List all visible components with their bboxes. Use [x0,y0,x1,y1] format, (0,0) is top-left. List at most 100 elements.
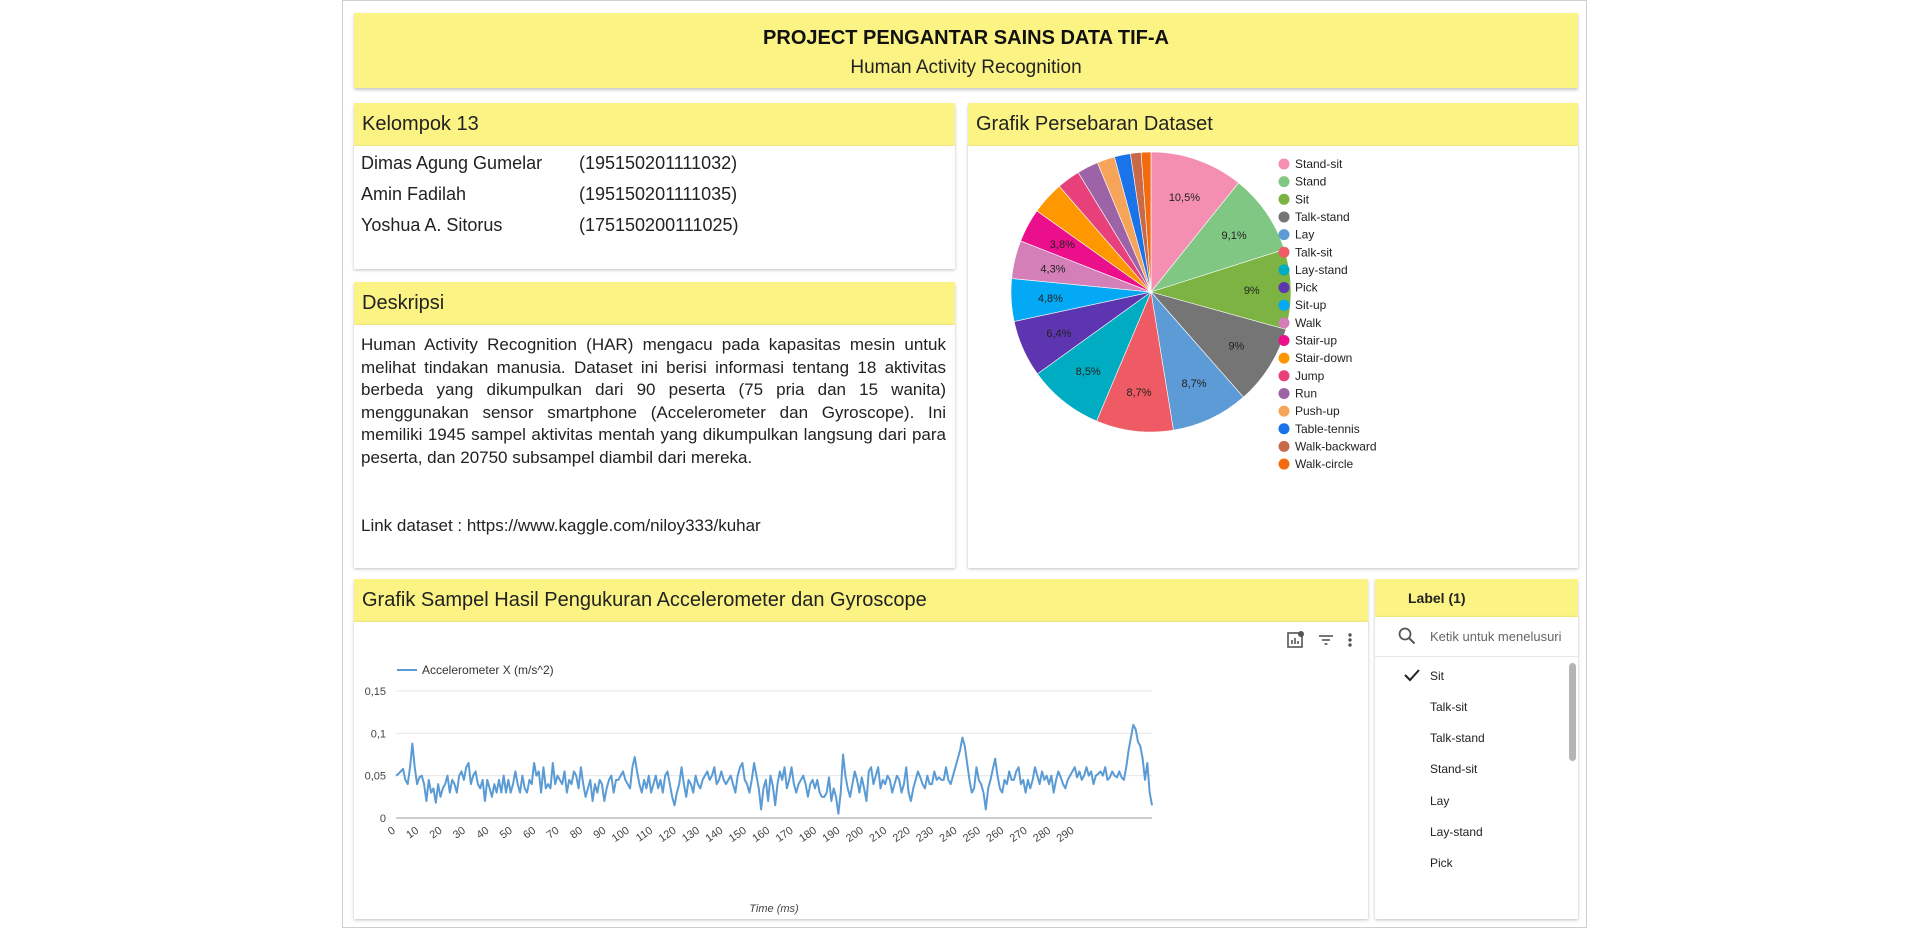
y-tick-label: 0,05 [365,771,386,783]
filter-option[interactable]: Pick [1375,847,1565,878]
label-filter-header[interactable]: Label (1) [1375,579,1578,617]
checkmark-icon [1402,665,1422,690]
kelompok-card: Dimas Agung Gumelar (195150201111032) Am… [354,146,955,269]
pie-data-label: 4,3% [1040,264,1065,276]
legend-swatch [1278,387,1290,399]
kelompok-title: Kelompok 13 [362,113,479,135]
x-axis-label: Time (ms) [749,903,799,915]
line-chart-title: Grafik Sampel Hasil Pengukuran Accelerom… [362,589,927,611]
pie-data-label: 9% [1228,341,1244,353]
pie-data-label: 6,4% [1046,328,1071,340]
deskripsi-header: Deskripsi [354,282,955,325]
pie-slice-talk-stand[interactable] [1150,291,1287,398]
legend-entry[interactable]: Sit-up [1295,298,1327,312]
x-tick-label: 280 [1031,825,1053,845]
legend-swatch [1278,176,1290,188]
legend-entry[interactable]: Walk [1295,316,1322,330]
filter-icon[interactable] [1316,630,1336,650]
x-tick-label: 0 [386,825,398,838]
line-chart-card: 0 0,05 0,1 0,15 0 10 20 30 40 50 60 70 80 90 100 110 120… [354,622,1368,919]
legend-swatch [1278,158,1290,170]
legend-swatch [1278,264,1290,276]
legend-entry[interactable]: Talk-sit [1295,245,1333,259]
legend-swatch [1278,370,1290,382]
pie-data-label: 8,7% [1126,387,1151,399]
legend-entry[interactable]: Lay [1295,228,1314,242]
filter-option-label: Talk-stand [1430,731,1485,745]
member-name: Dimas Agung Gumelar [361,153,543,173]
x-tick-label: 210 [867,825,889,845]
filter-option[interactable]: Lay-stand [1375,816,1565,847]
x-tick-label: 160 [750,825,772,845]
x-tick-label: 170 [774,825,796,845]
scrollbar-thumb[interactable] [1569,663,1576,761]
kelompok-header: Kelompok 13 [354,103,955,146]
filter-option[interactable]: Talk-stand [1375,722,1565,753]
more-vert-icon[interactable] [1340,630,1360,650]
legend-entry[interactable]: Run [1295,386,1317,400]
y-tick-label: 0,1 [371,728,386,740]
legend-entry[interactable]: Pick [1295,281,1319,295]
legend-entry[interactable]: Table-tennis [1295,422,1360,436]
insights-icon[interactable] [1285,630,1305,650]
dashboard-page: PROJECT PENGANTAR SAINS DATA TIF-A Human… [342,0,1587,928]
filter-option-label: Pick [1430,856,1453,870]
filter-search-input[interactable] [1430,625,1570,647]
legend-swatch [1278,193,1290,205]
legend-entry[interactable]: Stair-down [1295,351,1352,365]
legend-entry[interactable]: Walk-backward [1295,439,1377,453]
legend-swatch [1278,299,1290,311]
legend-entry[interactable]: Accelerometer X (m/s^2) [422,663,554,677]
filter-option[interactable]: Lay [1375,785,1565,816]
legend-entry[interactable]: Stand [1295,175,1326,189]
legend-swatch [1278,335,1290,346]
legend-entry[interactable]: Talk-stand [1295,210,1350,224]
x-tick-label: 120 [657,825,679,845]
x-tick-label: 110 [634,825,655,845]
x-tick-label: 60 [521,825,538,842]
x-tick-label: 200 [844,825,866,845]
legend-swatch [1278,211,1290,223]
x-tick-label: 180 [797,825,819,845]
legend-swatch [1278,317,1290,329]
label-filter-panel: Sit Talk-sit Talk-stand Stand-sit Lay La… [1375,617,1578,919]
pie-data-label: 9,1% [1222,230,1247,242]
legend-entry[interactable]: Jump [1295,369,1325,383]
legend-entry[interactable]: Sit [1295,192,1310,206]
search-icon [1397,626,1417,651]
pie-slice-walk-circle[interactable] [1140,151,1152,293]
report-banner: PROJECT PENGANTAR SAINS DATA TIF-A Human… [354,13,1578,88]
series-line-accelerometer-x[interactable] [395,723,1153,815]
filter-option[interactable]: Talk-sit [1375,691,1565,722]
filter-search-row [1375,617,1578,657]
legend-entry[interactable]: Stand-sit [1295,157,1343,171]
member-nim: (175150200111025) [579,215,739,235]
label-filter-title: Label (1) [1408,590,1466,606]
legend-entry[interactable]: Lay-stand [1295,263,1348,277]
member-nim: (195150201111032) [579,153,738,173]
report-title: PROJECT PENGANTAR SAINS DATA TIF-A [763,27,1169,49]
filter-option-label: Lay [1430,794,1450,808]
filter-option[interactable]: Stand-sit [1375,753,1565,784]
x-tick-label: 30 [451,825,468,842]
y-tick-label: 0 [380,813,386,825]
filter-option[interactable]: Sit [1375,660,1565,691]
legend-swatch [1278,405,1290,417]
x-tick-label: 50 [498,825,515,842]
filter-option-label: Stand-sit [1430,762,1478,776]
x-tick-label: 230 [914,825,936,845]
line-chart-header: Grafik Sampel Hasil Pengukuran Accelerom… [354,579,1368,622]
member-name: Yoshua A. Sitorus [361,215,503,235]
x-tick-label: 20 [428,825,445,842]
legend-entry[interactable]: Walk-circle [1295,457,1354,471]
pie-data-label: 8,7% [1181,378,1206,390]
pie-data-label: 4,8% [1038,293,1063,305]
deskripsi-text: Human Activity Recognition (HAR) mengacu… [361,335,946,467]
report-subtitle: Human Activity Recognition [850,57,1082,78]
x-tick-label: 240 [938,825,960,845]
pie-data-label: 10,5% [1169,192,1200,204]
pie-slice-stand-sit[interactable] [1150,151,1240,293]
legend-entry[interactable]: Stair-up [1295,334,1337,348]
legend-entry[interactable]: Push-up [1295,404,1340,418]
x-tick-label: 70 [545,825,562,842]
